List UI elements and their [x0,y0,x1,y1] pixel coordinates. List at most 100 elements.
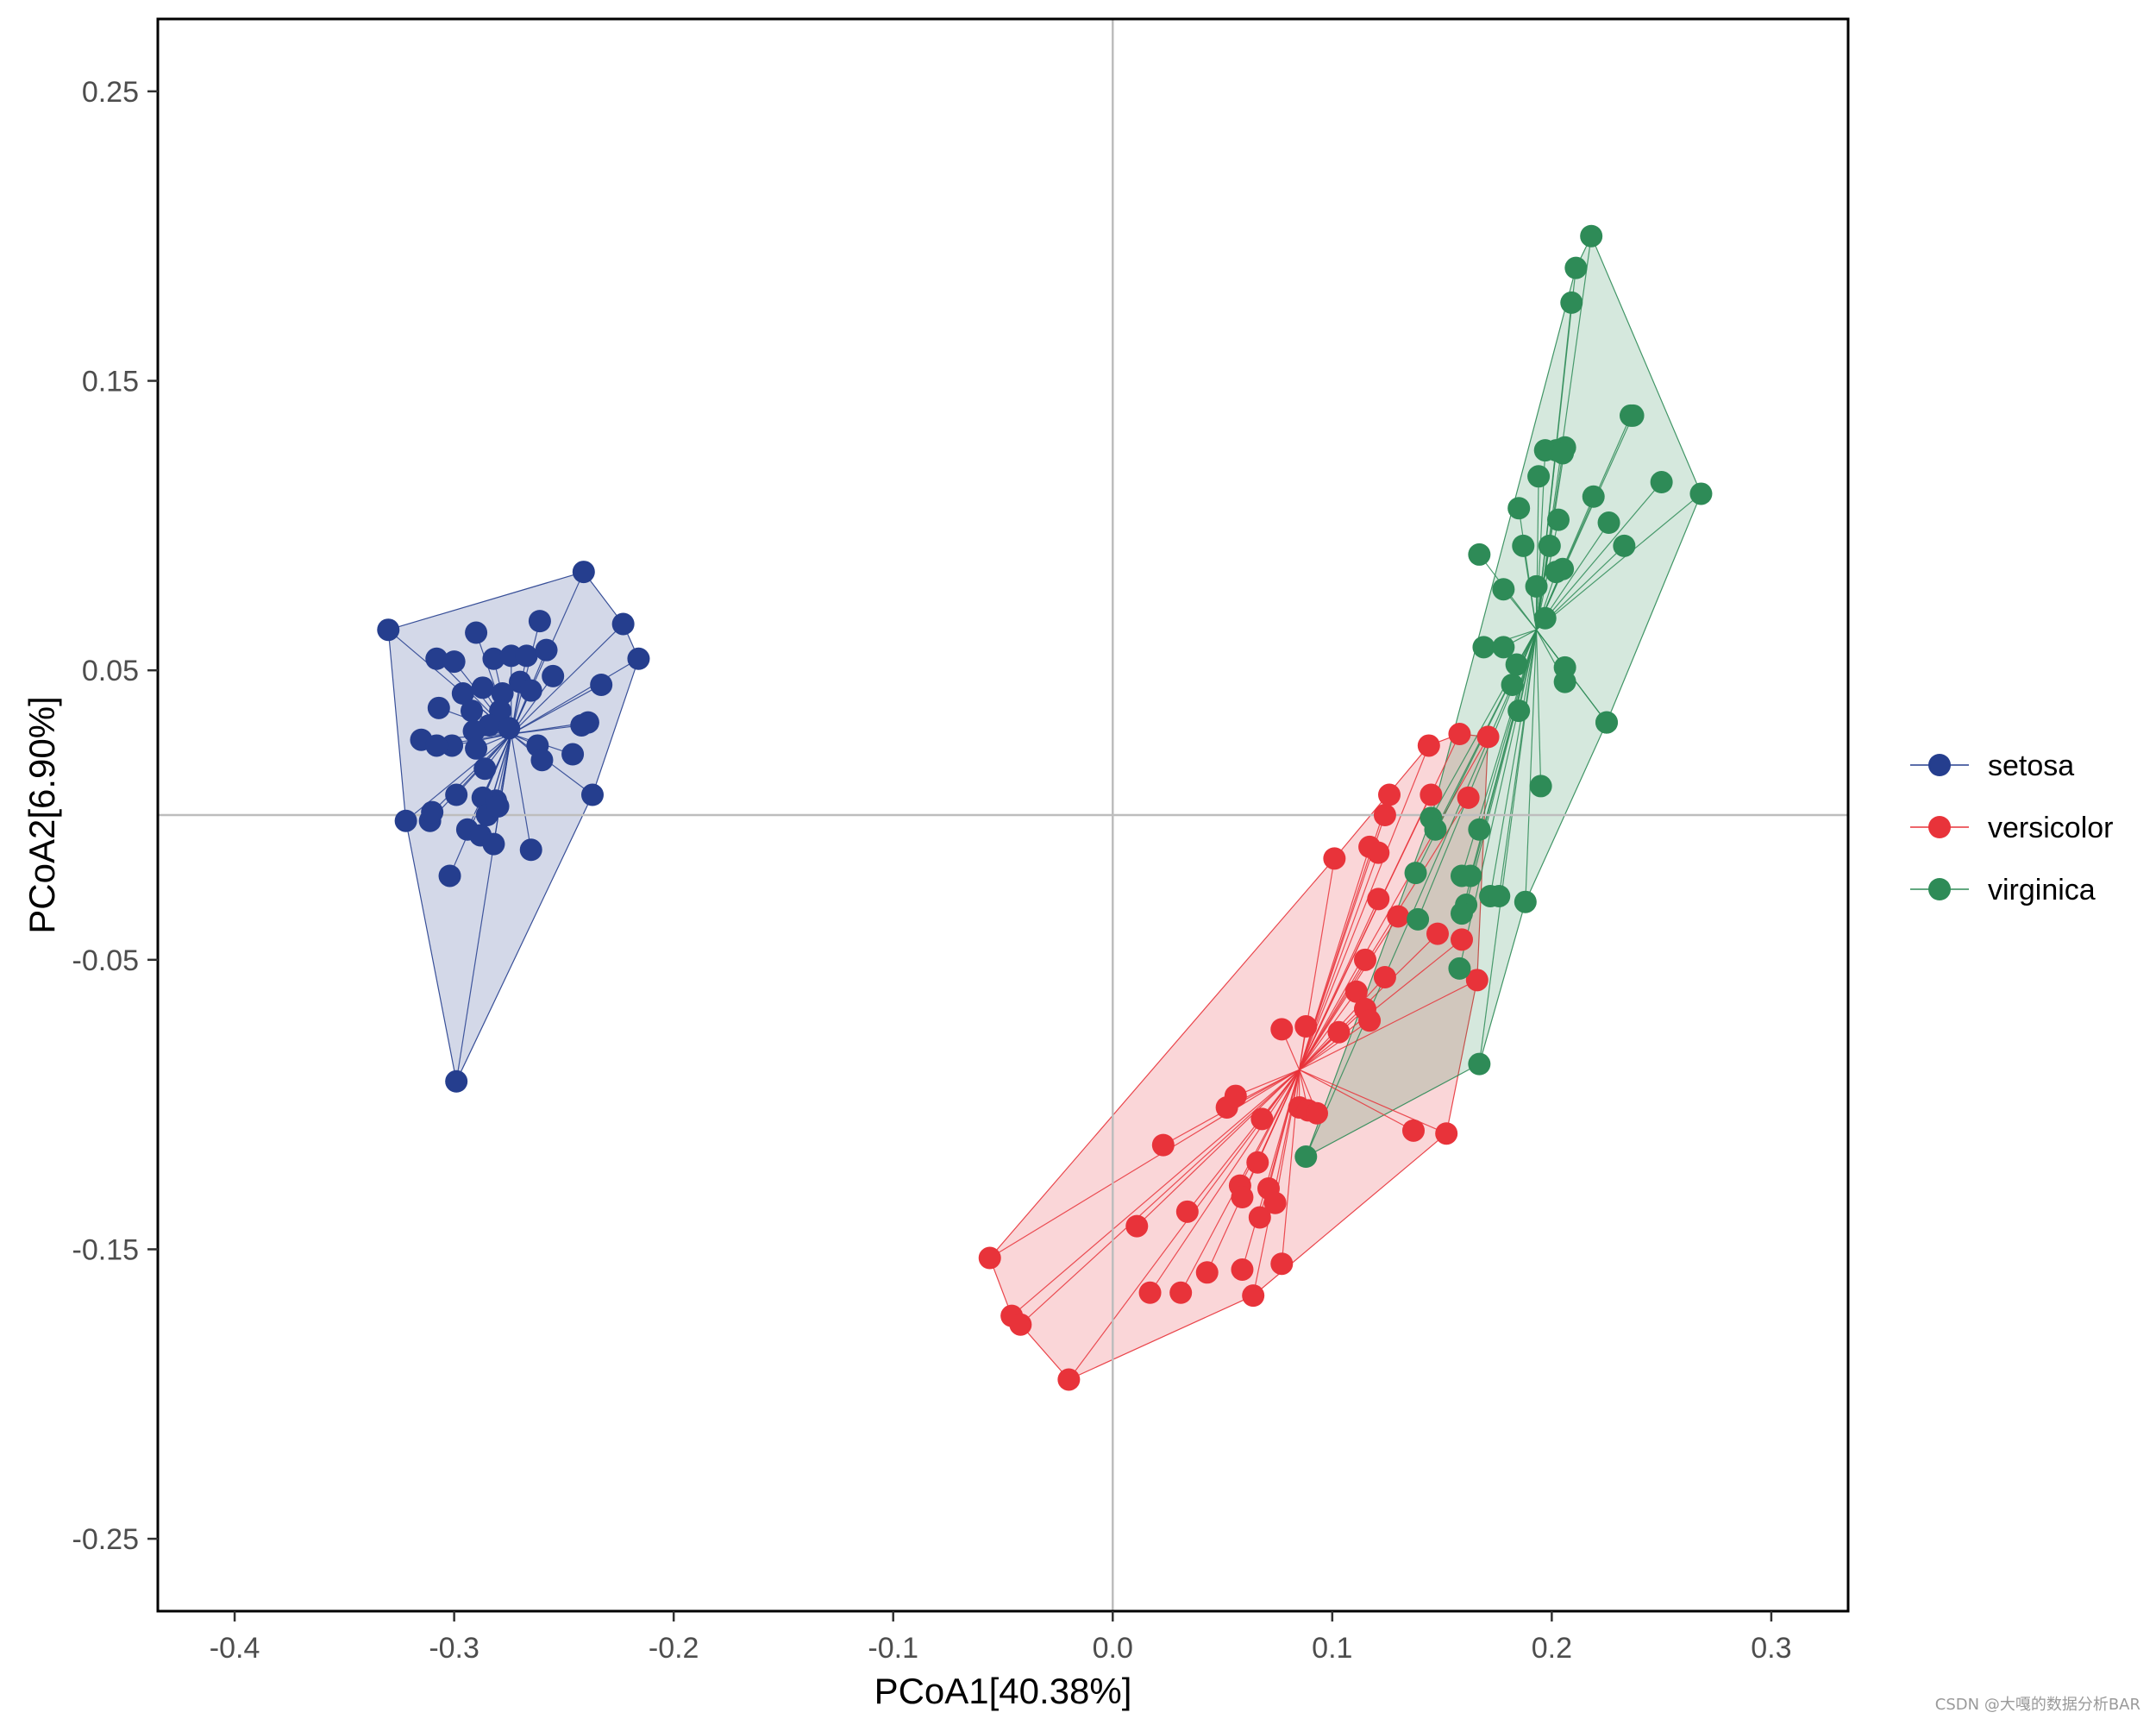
point-setosa-7 [438,864,461,888]
spoke-versicolor-47 [1299,938,1463,1070]
point-virginica-30 [1472,636,1495,659]
spoke-versicolor-5 [1299,1069,1447,1134]
point-virginica-36 [1507,699,1531,723]
spoke-versicolor-26 [1275,1070,1300,1203]
point-versicolor-46 [1426,922,1449,945]
spoke-virginica-38 [1535,630,1542,787]
point-versicolor-5 [1435,1122,1458,1145]
legend-label-setosa: setosa [1988,750,2074,782]
point-setosa-23 [461,699,483,723]
point-versicolor-48 [1457,786,1480,809]
spoke-versicolor-2 [1019,1069,1300,1326]
point-versicolor-11 [1125,1214,1149,1238]
point-virginica-6 [1564,256,1588,279]
point-virginica-24 [1538,534,1561,557]
point-versicolor-28 [1270,1018,1294,1041]
point-setosa-4 [581,783,604,806]
point-virginica-19 [1547,508,1570,531]
spoke-virginica-1 [1478,630,1538,1064]
x-tick-label-6: 0.2 [1532,1632,1572,1665]
point-virginica-4 [1689,482,1713,505]
point-versicolor-22 [1246,1151,1269,1174]
spoke-virginica-10 [1535,415,1634,630]
spoke-versicolor-7 [1299,737,1489,1070]
point-virginica-16 [1551,442,1575,465]
spoke-versicolor-25 [1268,1070,1300,1189]
point-versicolor-47 [1451,928,1473,951]
watermark-text: CSDN @大嘎的数据分析BAR [1934,1696,2140,1714]
spoke-setosa-28 [511,684,602,735]
point-virginica-38 [1529,775,1552,798]
spoke-versicolor-45 [1299,794,1432,1070]
point-virginica-15 [1527,465,1551,488]
y-tick-label-5: -0.25 [72,1523,140,1556]
point-versicolor-49 [1402,1119,1425,1142]
point-versicolor-13 [1138,1281,1162,1304]
point-setosa-22 [427,696,450,719]
point-virginica-27 [1492,578,1515,601]
spoke-versicolor-13 [1150,1070,1300,1294]
point-virginica-37 [1595,711,1618,734]
point-versicolor-36 [1358,1009,1382,1032]
point-versicolor-42 [1378,783,1401,806]
spoke-setosa-41 [495,733,512,801]
spoke-setosa-3 [511,658,639,735]
point-setosa-5 [445,1070,468,1093]
point-setosa-9 [442,650,466,674]
y-axis-title: PCoA2[6.90%] [22,696,62,934]
point-virginica-40 [1424,818,1447,841]
point-virginica-29 [1533,606,1557,630]
spoke-versicolor-18 [1235,1069,1300,1097]
point-setosa-39 [445,783,468,806]
spoke-virginica-0 [1305,629,1538,1157]
spoke-versicolor-11 [1136,1069,1300,1227]
point-versicolor-6 [1465,969,1489,992]
point-virginica-41 [1468,818,1491,841]
spoke-versicolor-1 [1011,1069,1300,1317]
point-virginica-46 [1488,884,1511,907]
spoke-versicolor-9 [1299,745,1430,1070]
point-setosa-15 [535,638,558,662]
point-setosa-18 [471,676,494,699]
x-tick-label-2: -0.2 [649,1632,699,1665]
point-versicolor-16 [1195,1261,1219,1284]
point-versicolor-9 [1417,734,1440,757]
point-virginica-2 [1514,890,1537,913]
point-versicolor-33 [1327,1020,1351,1044]
spoke-virginica-11 [1536,481,1663,630]
point-setosa-16 [542,664,565,687]
point-versicolor-30 [1294,1015,1318,1038]
point-virginica-26 [1545,561,1568,584]
point-virginica-39 [1404,862,1427,885]
point-virginica-0 [1294,1145,1318,1169]
point-setosa-45 [482,832,505,856]
point-versicolor-26 [1263,1191,1287,1214]
point-virginica-49 [1448,957,1471,980]
point-versicolor-24 [1250,1107,1274,1131]
point-versicolor-40 [1367,888,1390,911]
x-axis: -0.4 -0.3 -0.2 -0.1 0.0 0.1 0.2 0.3 [210,1611,1792,1665]
point-versicolor-7 [1476,725,1500,749]
legend-marker-setosa [1928,754,1951,776]
point-setosa-1 [572,561,595,584]
y-axis: 0.25 0.15 0.05 -0.05 -0.15 -0.25 [72,76,158,1556]
point-setosa-17 [451,682,474,706]
point-virginica-18 [1507,497,1531,520]
spoke-versicolor-22 [1257,1070,1300,1164]
point-setosa-3 [627,647,650,670]
point-versicolor-0 [978,1246,1001,1270]
spoke-virginica-4 [1536,492,1702,630]
point-versicolor-8 [1448,723,1471,746]
point-virginica-23 [1512,534,1535,557]
point-setosa-26 [462,719,486,743]
point-virginica-10 [1621,404,1645,427]
point-versicolor-21 [1231,1258,1254,1281]
point-virginica-8 [1560,291,1583,314]
legend-label-virginica: virginica [1988,874,2096,906]
spoke-setosa-46 [511,733,532,850]
y-tick-label-2: 0.05 [82,655,139,687]
point-setosa-21 [519,679,542,702]
point-setosa-19 [491,682,514,706]
spoke-versicolor-36 [1299,1019,1370,1070]
